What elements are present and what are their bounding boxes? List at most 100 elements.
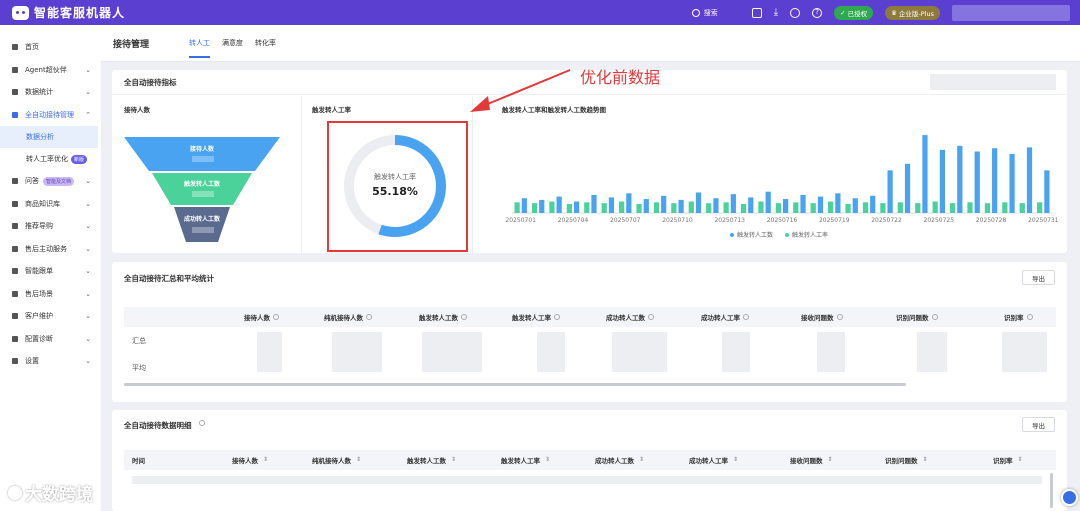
bar-transfer-rate[interactable]: [758, 201, 764, 213]
bar-transfer-rate[interactable]: [862, 202, 869, 213]
sidebar-item-qa[interactable]: 问答 智能及文档 ⌄: [0, 170, 101, 193]
bar-transfer-rate[interactable]: [775, 203, 781, 213]
bar-transfer-count[interactable]: [904, 163, 911, 213]
bar-transfer-rate[interactable]: [967, 202, 973, 213]
sidebar-item-follow[interactable]: 智能跟单 ⌄: [0, 260, 101, 283]
bar-transfer-count[interactable]: [626, 193, 632, 213]
bar-transfer-count[interactable]: [922, 135, 928, 213]
bar-transfer-rate[interactable]: [531, 203, 538, 213]
bar-transfer-rate[interactable]: [723, 202, 729, 213]
bar-transfer-count[interactable]: [521, 198, 527, 213]
bar-transfer-count[interactable]: [748, 197, 754, 213]
sidebar-item-recommend[interactable]: 推荐导购 ⌄: [0, 215, 101, 238]
bar-transfer-count[interactable]: [1026, 147, 1033, 213]
bar-transfer-count[interactable]: [852, 198, 858, 213]
bar-transfer-count[interactable]: [730, 194, 736, 213]
bar-transfer-rate[interactable]: [688, 201, 694, 213]
user-account[interactable]: [952, 4, 1070, 21]
tab-satisfaction[interactable]: 满意度: [222, 39, 244, 47]
bar-transfer-rate[interactable]: [845, 203, 851, 213]
floating-help-button[interactable]: [1061, 489, 1078, 506]
export-button[interactable]: 导出: [1022, 417, 1055, 432]
bar-transfer-count[interactable]: [974, 151, 980, 214]
sidebar-item-home[interactable]: 首页: [0, 36, 101, 59]
sidebar-item-aftersale-scene[interactable]: 售后场景 ⌄: [0, 283, 101, 306]
bar-transfer-rate[interactable]: [671, 203, 677, 213]
bar-transfer-count[interactable]: [800, 194, 806, 213]
bar-transfer-rate[interactable]: [601, 203, 607, 213]
app-logo[interactable]: 智能客服机器人: [12, 4, 125, 21]
bar-transfer-count[interactable]: [591, 194, 597, 213]
sidebar-item-agent[interactable]: Agent超伙伴 ⌄: [0, 59, 101, 82]
sort-icon[interactable]: ⇕: [1017, 456, 1023, 463]
bar-transfer-rate[interactable]: [793, 202, 799, 213]
sidebar-item-auto-reception[interactable]: 全自动接待管理 ⌃: [0, 104, 101, 127]
bar-transfer-count[interactable]: [939, 149, 945, 213]
bar-transfer-rate[interactable]: [880, 203, 886, 213]
bar-transfer-count[interactable]: [573, 201, 580, 213]
vertical-scrollbar[interactable]: [1050, 473, 1053, 508]
support-button[interactable]: [790, 7, 801, 18]
bar-transfer-count[interactable]: [835, 193, 841, 213]
bar-transfer-rate[interactable]: [740, 203, 747, 213]
bar-transfer-rate[interactable]: [566, 203, 572, 213]
help-button[interactable]: ?: [812, 7, 823, 18]
bar-transfer-rate[interactable]: [636, 203, 642, 213]
bar-transfer-count[interactable]: [608, 197, 615, 213]
sidebar-item-customer[interactable]: 客户维护 ⌄: [0, 305, 101, 328]
bar-transfer-rate[interactable]: [897, 202, 903, 213]
sidebar-item-diagnose[interactable]: 配置诊断 ⌄: [0, 328, 101, 351]
sort-icon[interactable]: ⇕: [733, 456, 739, 463]
date-filter[interactable]: [930, 74, 1056, 90]
bar-transfer-count[interactable]: [1044, 170, 1050, 213]
bar-transfer-rate[interactable]: [514, 202, 520, 213]
bar-transfer-rate[interactable]: [584, 202, 590, 213]
sort-icon[interactable]: ⇕: [451, 456, 457, 463]
sidebar-subitem-data-analysis[interactable]: 数据分析: [0, 126, 98, 148]
authorized-badge[interactable]: ✓ 已授权: [834, 5, 874, 20]
sort-icon[interactable]: ⇕: [639, 456, 645, 463]
bar-transfer-count[interactable]: [992, 148, 998, 213]
legend-label[interactable]: 触发转人工数: [737, 231, 773, 239]
sidebar-item-product-kb[interactable]: 商品知识库 ⌄: [0, 193, 101, 216]
bar-transfer-count[interactable]: [695, 192, 702, 214]
bar-transfer-rate[interactable]: [653, 202, 660, 213]
bar-transfer-count[interactable]: [765, 191, 771, 213]
bar-transfer-count[interactable]: [817, 196, 824, 213]
sort-icon[interactable]: ⇕: [545, 456, 551, 463]
sidebar-item-aftersale-service[interactable]: 售后主动服务 ⌄: [0, 238, 101, 261]
bar-transfer-count[interactable]: [713, 198, 719, 213]
search-button[interactable]: 搜索: [691, 8, 718, 18]
bar-transfer-rate[interactable]: [810, 203, 816, 213]
bar-transfer-rate[interactable]: [915, 203, 921, 213]
bar-transfer-rate[interactable]: [828, 201, 834, 213]
bar-transfer-rate[interactable]: [984, 203, 991, 213]
bar-transfer-count[interactable]: [870, 195, 876, 213]
bar-transfer-count[interactable]: [643, 199, 649, 213]
bar-transfer-rate[interactable]: [1002, 202, 1008, 213]
bar-transfer-count[interactable]: [783, 199, 789, 213]
bar-transfer-count[interactable]: [1009, 153, 1015, 213]
bar-transfer-rate[interactable]: [1019, 203, 1025, 213]
tab-conversion[interactable]: 转化率: [255, 39, 277, 47]
bar-transfer-count[interactable]: [661, 195, 667, 213]
document-button[interactable]: [751, 7, 762, 18]
export-button[interactable]: 导出: [1022, 270, 1055, 285]
bar-transfer-rate[interactable]: [949, 203, 956, 213]
sidebar-item-stats[interactable]: 数据统计 ⌄: [0, 81, 101, 104]
bar-transfer-count[interactable]: [539, 199, 545, 213]
bar-transfer-rate[interactable]: [932, 201, 938, 213]
bar-transfer-count[interactable]: [678, 199, 684, 213]
bar-transfer-count[interactable]: [887, 170, 893, 213]
legend-label[interactable]: 触发转人工率: [792, 231, 828, 239]
bar-transfer-count[interactable]: [556, 196, 562, 213]
sidebar-item-settings[interactable]: 设置 ⌄: [0, 350, 101, 373]
sidebar-subitem-transfer-optimize[interactable]: 转人工率优化 新版: [0, 148, 101, 170]
sort-icon[interactable]: ⇕: [922, 456, 928, 463]
sort-icon[interactable]: ⇕: [263, 456, 269, 463]
bar-transfer-rate[interactable]: [549, 201, 555, 213]
sort-icon[interactable]: ⇕: [356, 456, 362, 463]
tab-transfer[interactable]: 转人工: [189, 25, 211, 62]
sort-icon[interactable]: ⇕: [827, 456, 833, 463]
bar-transfer-count[interactable]: [957, 145, 963, 213]
